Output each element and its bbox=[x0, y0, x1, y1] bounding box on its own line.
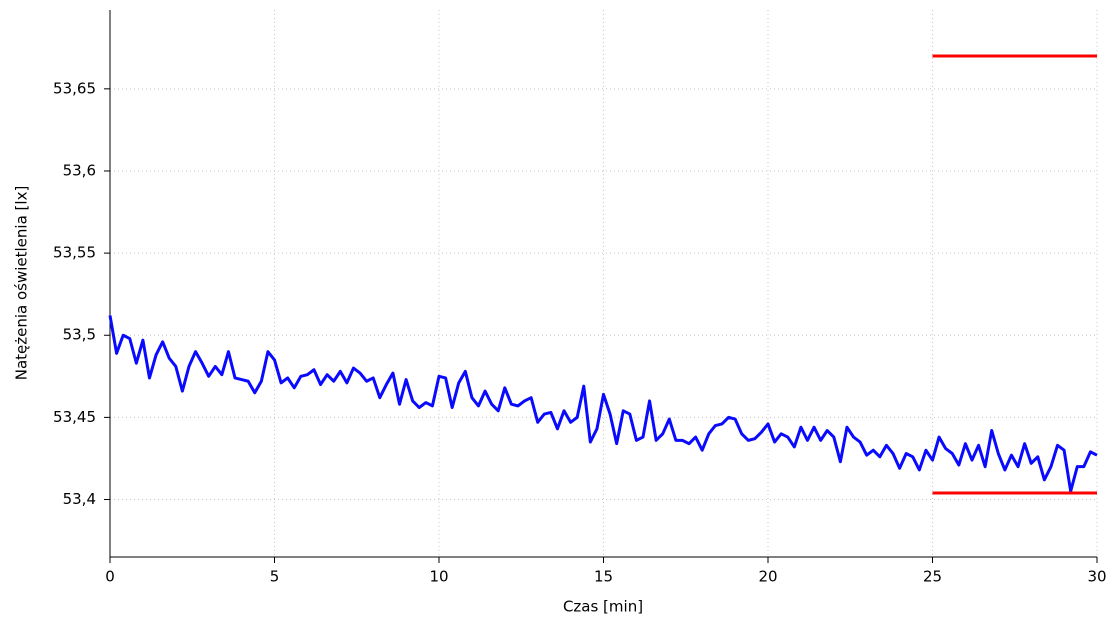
data-line bbox=[108, 315, 1098, 493]
y-tick-label: 53,5 bbox=[63, 326, 96, 344]
x-tick-label: 5 bbox=[270, 568, 280, 586]
y-tick-label: 53,4 bbox=[63, 490, 96, 508]
x-tick-label: 15 bbox=[594, 568, 613, 586]
x-tick-label: 25 bbox=[923, 568, 942, 586]
x-tick-label: 0 bbox=[105, 568, 115, 586]
y-tick-label: 53,65 bbox=[53, 79, 96, 97]
x-axis-label: Czas [min] bbox=[563, 598, 643, 616]
y-tick-label: 53,55 bbox=[53, 244, 96, 262]
y-tick-label: 53,6 bbox=[63, 161, 96, 179]
y-axis-label: Natężenia oświetlenia [lx] bbox=[13, 186, 31, 381]
x-tick-label: 10 bbox=[429, 568, 448, 586]
x-tick-label: 30 bbox=[1087, 568, 1106, 586]
y-tick-label: 53,45 bbox=[53, 408, 96, 426]
x-tick-label: 20 bbox=[758, 568, 777, 586]
